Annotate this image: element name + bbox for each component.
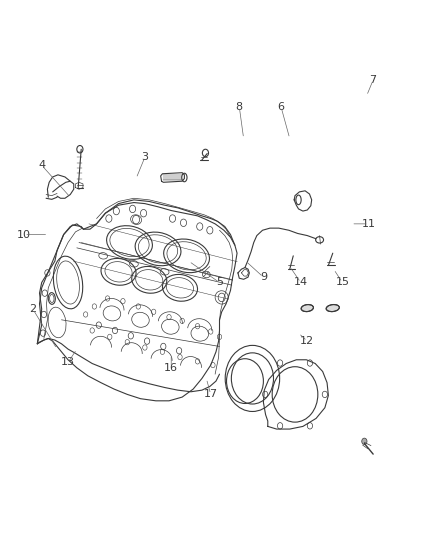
Text: 7: 7 xyxy=(369,75,376,85)
Text: 11: 11 xyxy=(361,219,375,229)
Text: 6: 6 xyxy=(277,102,284,111)
Ellipse shape xyxy=(325,304,339,312)
Text: 8: 8 xyxy=(235,102,242,111)
Text: 2: 2 xyxy=(29,304,36,314)
Text: 5: 5 xyxy=(215,278,223,287)
Text: 3: 3 xyxy=(141,152,148,162)
Text: 17: 17 xyxy=(203,390,217,399)
Circle shape xyxy=(361,438,366,445)
Text: 10: 10 xyxy=(17,230,31,239)
Text: 9: 9 xyxy=(259,272,266,282)
Text: 15: 15 xyxy=(335,278,349,287)
Text: 14: 14 xyxy=(293,278,307,287)
Ellipse shape xyxy=(300,304,313,312)
Text: 4: 4 xyxy=(38,160,45,170)
Text: 13: 13 xyxy=(61,358,75,367)
Text: 12: 12 xyxy=(300,336,314,346)
Text: 16: 16 xyxy=(164,363,178,373)
